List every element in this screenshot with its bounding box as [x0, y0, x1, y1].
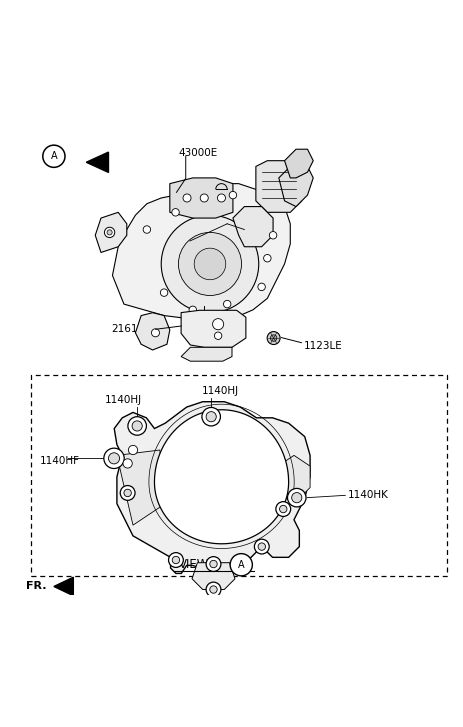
Circle shape — [230, 554, 252, 576]
Circle shape — [257, 543, 265, 550]
Circle shape — [291, 493, 301, 503]
Circle shape — [128, 446, 138, 454]
Circle shape — [182, 194, 191, 202]
Circle shape — [107, 230, 112, 235]
Circle shape — [223, 300, 231, 308]
Circle shape — [206, 557, 220, 571]
Circle shape — [172, 556, 179, 563]
Circle shape — [161, 215, 258, 313]
Circle shape — [128, 417, 146, 435]
Circle shape — [104, 448, 124, 468]
Circle shape — [178, 233, 241, 295]
Polygon shape — [181, 310, 245, 348]
Circle shape — [123, 459, 132, 468]
Polygon shape — [112, 184, 290, 321]
Text: FR.: FR. — [26, 582, 47, 592]
Circle shape — [214, 332, 221, 340]
Circle shape — [201, 407, 220, 426]
Circle shape — [151, 329, 159, 337]
Circle shape — [206, 582, 220, 597]
Polygon shape — [181, 348, 232, 361]
Polygon shape — [86, 152, 108, 172]
Circle shape — [263, 254, 270, 262]
Circle shape — [168, 553, 183, 567]
Circle shape — [120, 486, 135, 500]
Circle shape — [279, 505, 286, 513]
Circle shape — [160, 289, 168, 297]
Circle shape — [212, 318, 223, 330]
Circle shape — [132, 421, 142, 431]
Text: 43000E: 43000E — [178, 148, 218, 158]
Bar — [31, 375, 446, 577]
Circle shape — [209, 561, 217, 568]
Circle shape — [108, 453, 119, 464]
Circle shape — [104, 228, 114, 238]
Text: VIEW: VIEW — [178, 558, 208, 571]
Circle shape — [171, 209, 179, 216]
Circle shape — [188, 306, 196, 313]
Polygon shape — [255, 161, 301, 212]
Circle shape — [257, 283, 265, 291]
Polygon shape — [278, 166, 313, 206]
Polygon shape — [54, 577, 73, 595]
Polygon shape — [169, 178, 232, 218]
Circle shape — [229, 191, 236, 199]
Circle shape — [269, 231, 276, 239]
Text: A: A — [238, 560, 244, 570]
Text: 1140HK: 1140HK — [347, 490, 388, 500]
Circle shape — [124, 489, 131, 497]
Polygon shape — [277, 455, 309, 504]
Circle shape — [267, 332, 280, 345]
Polygon shape — [284, 149, 313, 178]
Circle shape — [209, 586, 217, 593]
Text: 1123LE: 1123LE — [303, 341, 342, 351]
Polygon shape — [232, 206, 273, 246]
Circle shape — [200, 194, 208, 202]
Circle shape — [194, 248, 225, 280]
Circle shape — [206, 411, 216, 422]
Text: A: A — [50, 151, 57, 161]
Polygon shape — [154, 410, 288, 544]
Polygon shape — [114, 402, 309, 574]
Circle shape — [43, 145, 65, 167]
Circle shape — [270, 335, 276, 341]
Circle shape — [143, 226, 150, 233]
Polygon shape — [117, 450, 165, 525]
Polygon shape — [192, 563, 234, 590]
Circle shape — [287, 489, 306, 507]
Text: 1140HJ: 1140HJ — [105, 395, 142, 405]
Polygon shape — [95, 212, 126, 252]
Text: 1140HF: 1140HF — [40, 456, 80, 466]
Polygon shape — [135, 313, 169, 350]
Circle shape — [275, 502, 290, 516]
Text: 1140HJ: 1140HJ — [201, 386, 238, 396]
Circle shape — [254, 539, 269, 554]
Circle shape — [217, 194, 225, 202]
Text: 21617A: 21617A — [112, 324, 152, 334]
